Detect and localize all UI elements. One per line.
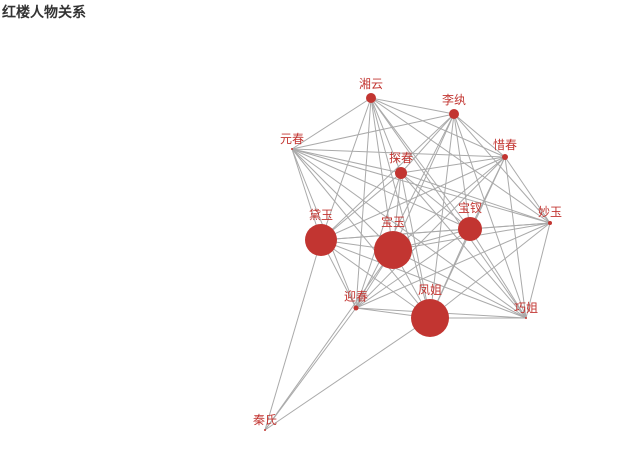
edge-湘云-元春 — [291, 97, 372, 150]
edge-探春-妙玉 — [400, 172, 551, 224]
node-label: 元春 — [280, 132, 304, 146]
edge-元春-凤姐 — [291, 148, 431, 319]
edge-探春-黛玉 — [320, 172, 402, 241]
node-迎春[interactable] — [353, 305, 359, 311]
node-妙玉[interactable] — [548, 221, 552, 225]
chart-title: 红楼人物关系 — [2, 5, 86, 21]
edge-元春-惜春 — [291, 148, 506, 158]
edge-湘云-凤姐 — [370, 97, 431, 319]
node-label: 凤姐 — [418, 283, 442, 297]
edge-惜春-妙玉 — [504, 156, 551, 224]
edge-秦氏-黛玉 — [264, 239, 322, 431]
edge-惜春-探春 — [400, 156, 506, 174]
edge-秦氏-宝玉 — [264, 249, 394, 431]
node-元春[interactable] — [291, 148, 293, 150]
node-label: 秦氏 — [253, 413, 277, 427]
edge-妙玉-迎春 — [355, 222, 551, 309]
edge-李纨-妙玉 — [453, 113, 551, 224]
node-label: 惜春 — [493, 138, 517, 152]
edge-探春-宝钗 — [400, 172, 471, 230]
node-label: 李纨 — [442, 92, 466, 107]
edge-李纨-惜春 — [453, 113, 506, 158]
edge-宝钗-巧姐 — [469, 228, 527, 319]
node-宝玉[interactable] — [374, 231, 412, 269]
node-label: 妙玉 — [538, 205, 562, 219]
node-李纨[interactable] — [449, 109, 459, 119]
edge-秦氏-迎春 — [264, 307, 357, 431]
node-凤姐[interactable] — [411, 299, 449, 337]
edge-湘云-黛玉 — [320, 97, 372, 241]
edge-湘云-巧姐 — [370, 97, 527, 319]
edge-探春-巧姐 — [400, 172, 527, 319]
node-label: 湘云 — [359, 76, 383, 91]
edge-惜春-宝玉 — [392, 156, 506, 251]
edge-黛玉-凤姐 — [320, 239, 431, 319]
edge-湘云-宝钗 — [370, 97, 471, 230]
edge-李纨-宝玉 — [392, 113, 455, 251]
node-湘云[interactable] — [366, 93, 376, 103]
edge-李纨-巧姐 — [453, 113, 527, 319]
edge-妙玉-巧姐 — [525, 222, 551, 319]
edge-元春-宝钗 — [291, 148, 471, 230]
edge-秦氏-凤姐 — [264, 317, 431, 431]
node-探春[interactable] — [395, 167, 407, 179]
edge-惜春-巧姐 — [504, 156, 527, 319]
node-宝钗[interactable] — [458, 217, 482, 241]
node-黛玉[interactable] — [305, 224, 337, 256]
node-label: 宝钗 — [458, 201, 482, 215]
node-label: 巧姐 — [514, 301, 538, 315]
node-惜春[interactable] — [502, 154, 508, 160]
edge-妙玉-宝钗 — [469, 222, 551, 230]
node-label: 宝玉 — [381, 215, 405, 229]
node-label: 探春 — [389, 151, 413, 165]
edge-元春-妙玉 — [291, 148, 551, 224]
edge-黛玉-巧姐 — [320, 239, 527, 319]
edge-惜春-黛玉 — [320, 156, 506, 241]
edge-探春-凤姐 — [400, 172, 431, 319]
edge-李纨-黛玉 — [320, 113, 455, 241]
edge-元春-探春 — [291, 148, 402, 174]
edge-湘云-宝玉 — [370, 97, 394, 251]
edge-李纨-宝钗 — [453, 113, 471, 230]
edge-湘云-探春 — [370, 97, 402, 174]
edge-湘云-李纨 — [370, 97, 455, 115]
edge-李纨-探春 — [400, 113, 455, 174]
edge-元春-宝玉 — [291, 148, 394, 251]
edge-湘云-迎春 — [355, 97, 372, 309]
node-label: 迎春 — [344, 290, 368, 304]
edge-宝钗-迎春 — [355, 228, 471, 309]
edge-李纨-元春 — [291, 113, 455, 150]
edge-宝玉-巧姐 — [392, 249, 527, 319]
edge-李纨-迎春 — [355, 113, 455, 309]
node-秦氏[interactable] — [264, 429, 266, 431]
edge-妙玉-凤姐 — [429, 222, 551, 319]
node-label: 黛玉 — [309, 208, 333, 222]
node-巧姐[interactable] — [525, 317, 527, 319]
